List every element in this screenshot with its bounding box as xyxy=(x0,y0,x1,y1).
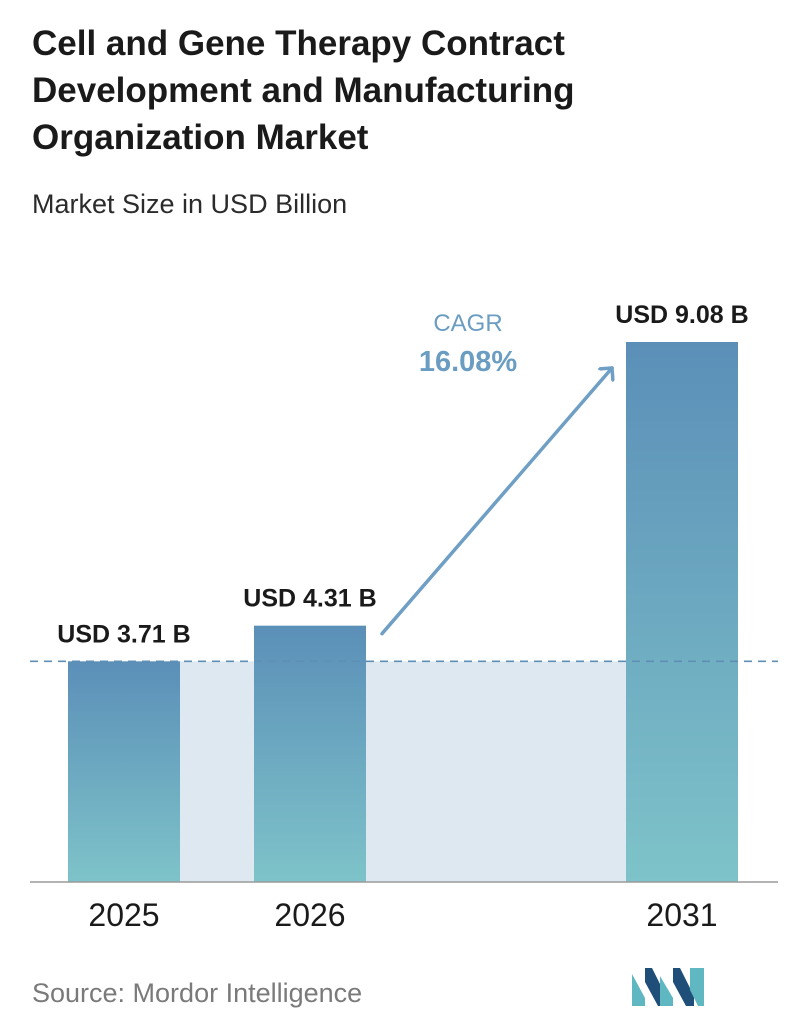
chart-title: Cell and Gene Therapy Contract Developme… xyxy=(32,24,575,157)
x-tick-label-2026: 2026 xyxy=(274,897,345,933)
data-label-2031: USD 9.08 B xyxy=(615,301,748,329)
bar-2026 xyxy=(254,625,366,882)
mordor-intelligence-logo-icon xyxy=(632,968,704,1006)
bar-2031 xyxy=(626,342,738,882)
cagr-arrow xyxy=(380,366,612,636)
x-tick-label-2031: 2031 xyxy=(646,897,717,933)
data-label-2025: USD 3.71 B xyxy=(57,620,190,648)
bar-2025 xyxy=(68,661,180,882)
data-label-2026: USD 4.31 B xyxy=(243,585,376,613)
source-text: Source: Mordor Intelligence xyxy=(32,978,363,1008)
bar-chart: USD 3.71 B 2025 USD 4.31 B 2026 USD 9.08 B 20… xyxy=(30,301,778,933)
cagr-label: CAGR xyxy=(433,310,502,337)
x-tick-label-2025: 2025 xyxy=(88,897,159,933)
chart-subtitle: Market Size in USD Billion xyxy=(32,189,348,219)
cagr-value: 16.08% xyxy=(419,346,518,378)
